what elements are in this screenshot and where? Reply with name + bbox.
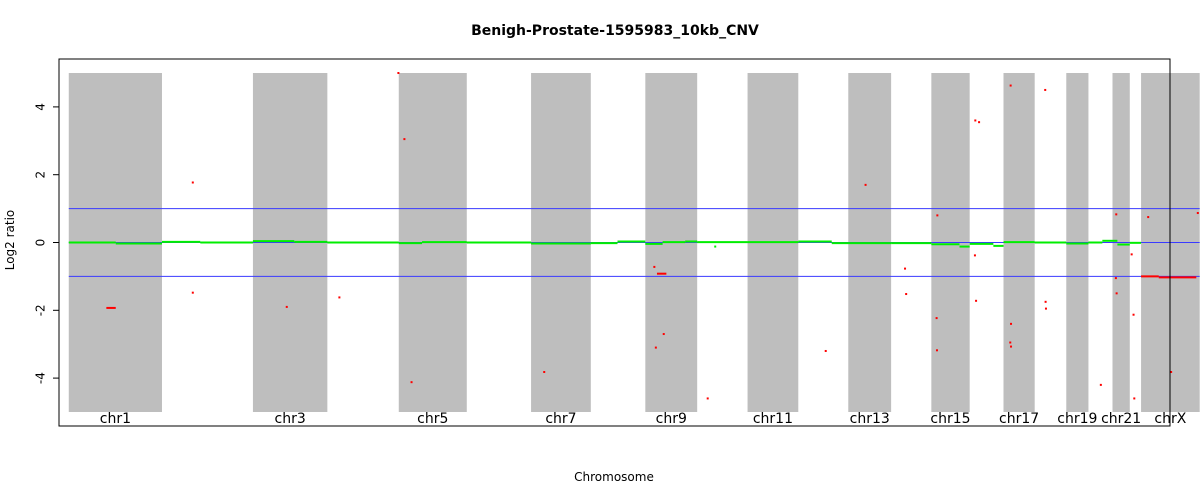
outlier-point bbox=[706, 397, 709, 400]
outlier-point bbox=[1115, 213, 1118, 216]
outlier-point bbox=[1170, 370, 1173, 373]
chromosome-label: chr13 bbox=[850, 411, 890, 427]
segment-lines bbox=[68, 239, 1197, 309]
outlier-point bbox=[543, 370, 546, 373]
y-tick-label: -2 bbox=[34, 304, 48, 316]
outlier-point bbox=[397, 72, 400, 74]
outlier-point bbox=[403, 138, 406, 141]
chromosome-labels: chr1 chr3 chr5 chr7 chr9 chr11 chr13 chr15 chr17… bbox=[100, 411, 1187, 427]
outlier-point bbox=[662, 333, 665, 336]
chart-title: Benigh-Prostate-1595983_10kb_CNV bbox=[471, 23, 759, 39]
chromosome-label: chr21 bbox=[1101, 411, 1141, 427]
outlier-point bbox=[824, 349, 827, 352]
y-tick-label: 0 bbox=[34, 239, 48, 247]
outlier-point bbox=[1196, 212, 1199, 215]
outlier-point bbox=[936, 214, 939, 217]
outlier-point bbox=[1115, 292, 1118, 295]
outlier-point bbox=[1099, 383, 1102, 386]
outlier-point bbox=[191, 291, 194, 294]
y-axis: -4 -2 0 2 4 bbox=[34, 103, 60, 384]
chromosome-label: chr19 bbox=[1057, 411, 1097, 427]
outlier-point bbox=[1010, 322, 1013, 325]
y-tick-label: 2 bbox=[34, 171, 48, 179]
outlier-points bbox=[191, 72, 1199, 400]
outlier-point bbox=[904, 267, 907, 270]
chromosome-label: chr17 bbox=[999, 411, 1039, 427]
outlier-point bbox=[191, 181, 194, 184]
chromosome-label: chr3 bbox=[275, 411, 306, 427]
outlier-point bbox=[1009, 84, 1012, 87]
outlier-point bbox=[973, 254, 976, 257]
chromosome-label: chr15 bbox=[930, 411, 970, 427]
outlier-point bbox=[905, 293, 908, 296]
chromosome-label: chr5 bbox=[417, 411, 448, 427]
outlier-point bbox=[864, 183, 867, 186]
outlier-point bbox=[1044, 88, 1047, 91]
segment-point bbox=[714, 245, 717, 248]
outlier-point bbox=[1133, 397, 1136, 400]
outlier-point bbox=[1010, 345, 1013, 348]
outlier-point bbox=[410, 381, 413, 384]
chromosome-label: chr9 bbox=[656, 411, 687, 427]
outlier-point bbox=[1114, 277, 1117, 280]
outlier-point bbox=[653, 265, 656, 268]
x-axis-label: Chromosome bbox=[574, 470, 654, 484]
outlier-point bbox=[285, 305, 288, 308]
outlier-point bbox=[974, 119, 977, 122]
outlier-point bbox=[935, 349, 938, 352]
outlier-point bbox=[975, 299, 978, 302]
y-tick-label: 4 bbox=[34, 103, 48, 111]
outlier-point bbox=[1044, 300, 1047, 303]
outlier-point bbox=[1132, 313, 1135, 316]
chromosome-label: chrX bbox=[1154, 411, 1186, 427]
outlier-point bbox=[1009, 341, 1012, 344]
y-tick-label: -4 bbox=[34, 372, 48, 384]
chromosome-label: chr7 bbox=[545, 411, 576, 427]
chromosome-label: chr11 bbox=[753, 411, 793, 427]
outlier-point bbox=[935, 317, 938, 320]
outlier-point bbox=[1044, 307, 1047, 310]
outlier-point bbox=[338, 296, 341, 299]
outlier-point bbox=[1147, 216, 1150, 219]
outlier-point bbox=[1130, 253, 1133, 256]
outlier-point bbox=[978, 121, 981, 124]
y-axis-label: Log2 ratio bbox=[3, 210, 17, 271]
outlier-point bbox=[654, 346, 657, 349]
chromosome-label: chr1 bbox=[100, 411, 131, 427]
